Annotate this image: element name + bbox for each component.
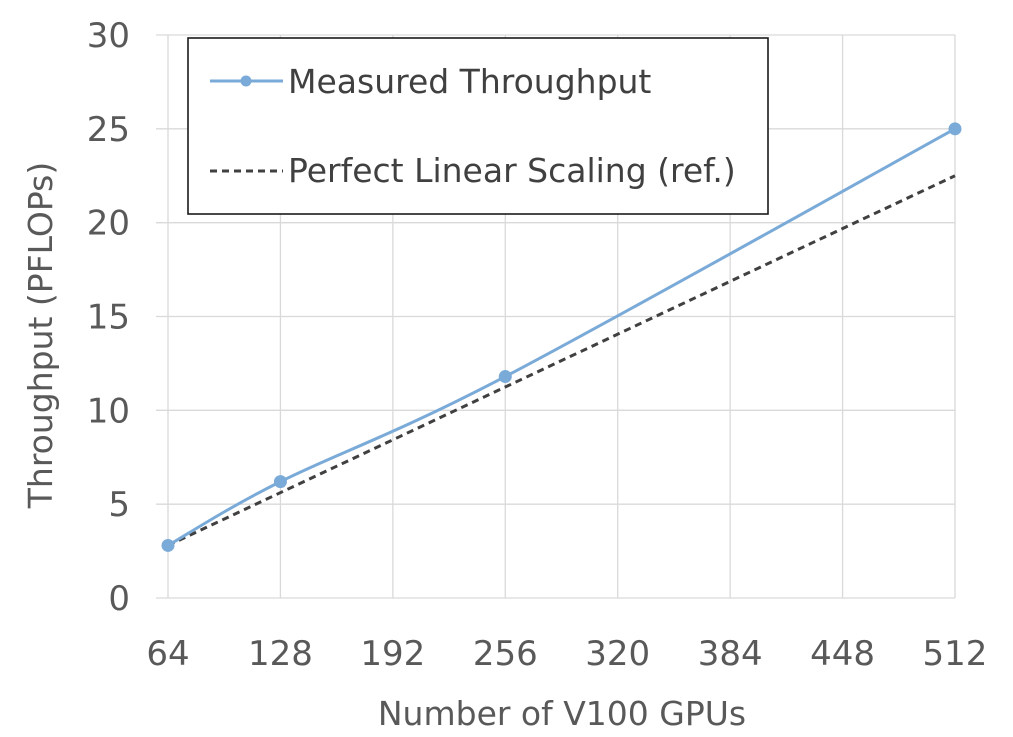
y-tick-label: 20	[87, 204, 130, 244]
x-tick-label: 320	[585, 634, 650, 674]
series-line	[167, 174, 956, 547]
x-axis-title: Number of V100 GPUs	[378, 694, 746, 733]
legend: Measured Throughput Perfect Linear Scali…	[187, 37, 769, 215]
y-tick-label: 5	[108, 485, 130, 525]
data-point	[273, 475, 287, 489]
legend-label-measured: Measured Throughput	[288, 62, 651, 101]
data-point	[161, 538, 175, 552]
legend-box	[187, 37, 769, 215]
x-tick-label: 256	[473, 634, 538, 674]
data-point	[948, 122, 962, 136]
x-tick-label: 64	[146, 634, 189, 674]
y-tick-label: 15	[87, 298, 130, 338]
x-tick-label: 512	[923, 634, 988, 674]
x-tick-label: 192	[360, 634, 425, 674]
x-tick-label: 448	[810, 634, 875, 674]
y-axis-title: Throughput (PFLOPs)	[21, 162, 60, 510]
series-group	[161, 122, 962, 552]
y-tick-label: 0	[108, 579, 130, 619]
legend-label-linear: Perfect Linear Scaling (ref.)	[288, 151, 736, 190]
series-line	[167, 127, 956, 547]
data-point	[498, 370, 512, 384]
y-tick-label: 10	[87, 391, 130, 431]
legend-marker-measured	[240, 75, 252, 87]
x-tick-label: 384	[698, 634, 763, 674]
x-tick-labels: 64 128 192 256 320 384 448 512	[146, 634, 987, 674]
y-tick-label: 25	[87, 110, 130, 150]
y-tick-labels: 0 5 10 15 20 25 30	[87, 16, 130, 619]
x-tick-label: 128	[248, 634, 313, 674]
y-tick-label: 30	[87, 16, 130, 56]
